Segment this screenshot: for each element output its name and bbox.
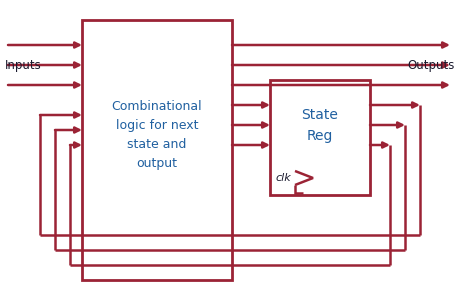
Bar [270, 80, 370, 195]
Text: Outputs: Outputs [408, 59, 455, 72]
Text: Inputs: Inputs [5, 59, 42, 72]
Text: State
Reg: State Reg [302, 108, 339, 143]
Bar [82, 20, 232, 280]
Text: Combinational
logic for next
state and
output: Combinational logic for next state and o… [112, 100, 202, 170]
Text: clk: clk [275, 173, 291, 183]
